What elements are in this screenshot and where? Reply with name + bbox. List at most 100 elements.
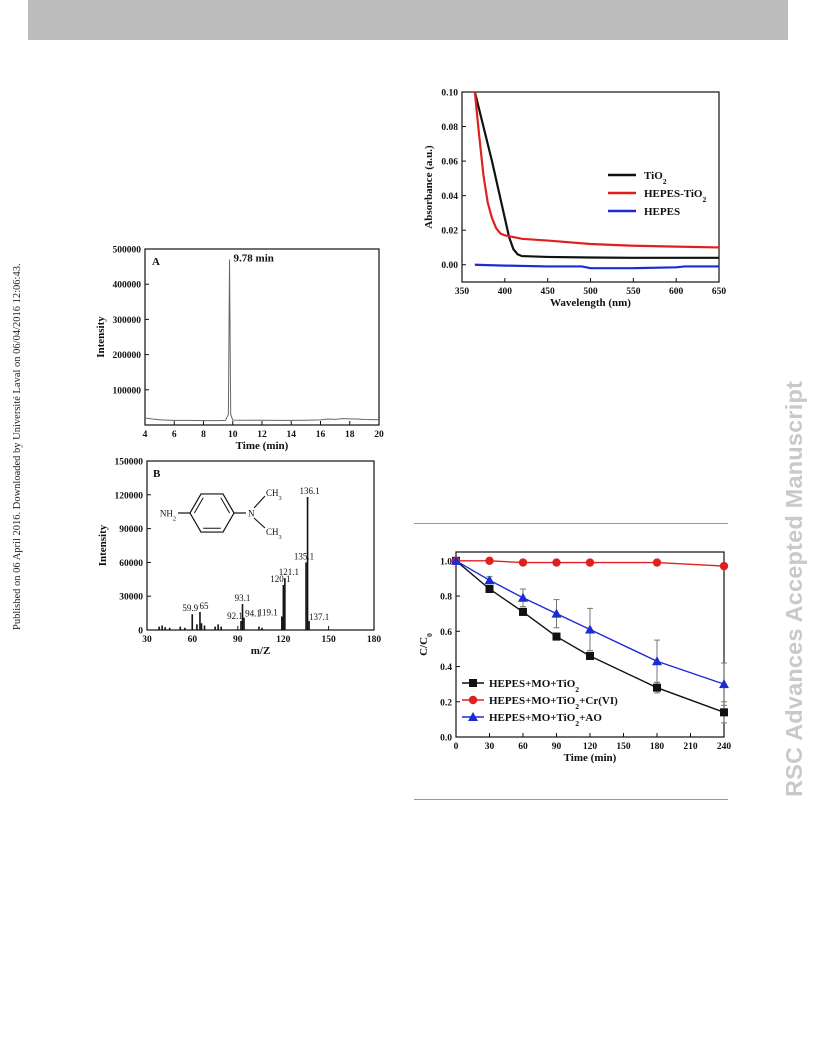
square-marker (653, 683, 661, 692)
degradation-x-tick-label: 90 (552, 742, 562, 752)
degradation-y-tick-label: 0.4 (440, 663, 452, 673)
gc-chromatogram-x-tick-label: 6 (172, 430, 177, 440)
degradation-x-tick-label: 210 (683, 742, 698, 752)
square-marker (720, 708, 728, 717)
uv-legend-label: HEPES-TiO2 (644, 188, 706, 204)
ms-peak-label: 137.1 (309, 612, 329, 622)
figure-bottom-rule (414, 799, 728, 800)
uv-legend-label: TiO2 (644, 170, 667, 186)
circle-marker (485, 556, 494, 566)
degradation-x-tick-label: 0 (454, 742, 459, 752)
uv-legend-label: HEPES (644, 206, 680, 218)
ring-double-bond (220, 497, 231, 514)
degradation-x-axis-label: Time (min) (564, 752, 617, 764)
mass-spectrum-x-axis-label: m/Z (251, 645, 271, 657)
ring-double-bond (193, 497, 204, 514)
ms-peak-label: 65 (199, 601, 209, 611)
degradation-y-tick-label: 1.0 (440, 557, 452, 567)
gc-chromatogram-x-tick-label: 14 (287, 430, 297, 440)
degradation-y-axis-label: C/C0 (418, 633, 434, 656)
uv-vis-x-axis-label: Wavelength (nm) (550, 297, 631, 309)
triangle-marker (585, 624, 595, 634)
square-marker (519, 607, 527, 616)
mass-spectrum-plot-frame (146, 460, 375, 631)
uv-vis-x-tick-label: 350 (455, 287, 470, 297)
gc-chromatogram-y-tick-label: 500000 (113, 246, 142, 256)
mass-spectrum-y-tick-label: 0 (138, 627, 143, 637)
degradation-x-tick-label: 180 (650, 742, 665, 752)
ms-peak-label: 120.1 (270, 574, 290, 584)
gc-chromatogram-x-tick-label: 4 (143, 430, 148, 440)
uv-vis-x-tick-label: 550 (626, 287, 641, 297)
uv-vis-x-tick-label: 600 (669, 287, 684, 297)
mass-spectrum-x-tick-label: 30 (142, 635, 152, 645)
degradation-legend-square (469, 679, 477, 687)
gc-chromatogram-y-tick-label: 200000 (113, 351, 142, 361)
ms-peak-label: 119.1 (258, 607, 278, 617)
degradation-y-tick-label: 0.0 (440, 734, 452, 744)
gc-chromatogram-x-tick-label: 12 (257, 430, 267, 440)
mass-spectrum-x-tick-label: 120 (276, 635, 291, 645)
degradation-legend-label: HEPES+MO+TiO2+Cr(VI) (489, 695, 618, 711)
gc-chromatogram-y-tick-label: 300000 (113, 316, 142, 326)
mass-spectrum-x-tick-label: 180 (367, 635, 382, 645)
gc-chromatogram-x-tick-label: 10 (228, 430, 238, 440)
gc-chromatogram-x-tick-label: 20 (374, 430, 384, 440)
uv-series-line (474, 263, 719, 270)
degradation-y-tick-label: 0.6 (440, 628, 452, 638)
ms-peak-label: 135.1 (294, 551, 314, 561)
gc-chromatogram-x-tick-label: 16 (316, 430, 326, 440)
degradation-legend-label: HEPES+MO+TiO2+AO (489, 712, 602, 728)
ms-peak-label: 92.1 (227, 611, 243, 621)
gc-chromatogram-x-axis-label: Time (min) (236, 440, 289, 452)
mass-spectrum-y-tick-label: 120000 (115, 491, 144, 501)
square-marker (485, 585, 494, 593)
panel-label-a: A (152, 256, 160, 268)
figure-top-rule (414, 523, 728, 524)
ms-peak-label: 59.9 (182, 603, 198, 613)
triangle-marker (451, 555, 461, 565)
chromatogram-trace (144, 259, 380, 422)
gc-chromatogram-y-axis-label: Intensity (95, 316, 107, 358)
circle-marker (719, 561, 729, 571)
uv-vis-y-tick-label: 0.08 (441, 123, 458, 133)
uv-vis-x-tick-label: 500 (583, 287, 598, 297)
uv-vis-x-tick-label: 650 (712, 287, 727, 297)
mass-spectrum-y-tick-label: 150000 (115, 458, 144, 468)
uv-series-line (473, 91, 720, 249)
degradation-legend-triangle (468, 712, 478, 721)
degradation-y-tick-label: 0.2 (440, 698, 452, 708)
uv-vis-y-tick-label: 0.02 (441, 227, 458, 237)
mass-spectrum-y-tick-label: 90000 (119, 525, 143, 535)
triangle-marker (484, 575, 495, 585)
uv-vis-y-tick-label: 0.06 (441, 158, 458, 168)
square-marker (586, 651, 594, 660)
uv-vis-x-tick-label: 450 (541, 287, 556, 297)
degradation-y-tick-label: 0.8 (440, 593, 452, 603)
nitrogen-label: N (248, 509, 255, 519)
mass-spectrum-y-axis-label: Intensity (97, 524, 109, 566)
uv-vis-y-tick-label: 0.10 (441, 89, 458, 99)
gc-chromatogram-y-tick-label: 400000 (113, 281, 142, 291)
triangle-marker (652, 656, 662, 666)
gc-chromatogram-y-tick-label: 100000 (113, 386, 142, 396)
ms-peak-label: 94.1 (245, 609, 261, 619)
gc-chromatogram-x-tick-label: 8 (201, 430, 206, 440)
degradation-x-tick-label: 60 (518, 742, 528, 752)
circle-marker (552, 558, 561, 567)
gc-chromatogram-x-tick-label: 18 (345, 430, 355, 440)
mass-spectrum-x-tick-label: 90 (233, 635, 243, 645)
methyl-bond-bottom (253, 517, 266, 529)
uv-series-line (473, 91, 719, 259)
degradation-x-tick-label: 150 (616, 742, 631, 752)
amine-group-label: NH2 (160, 509, 176, 523)
uv-vis-y-axis-label: Absorbance (a.u.) (423, 145, 435, 229)
degradation-x-tick-label: 120 (583, 742, 598, 752)
uv-vis-y-tick-label: 0.00 (441, 261, 458, 271)
uv-vis-y-tick-label: 0.04 (441, 192, 458, 202)
mass-spectrum-y-tick-label: 60000 (119, 559, 143, 569)
circle-marker (652, 558, 662, 567)
